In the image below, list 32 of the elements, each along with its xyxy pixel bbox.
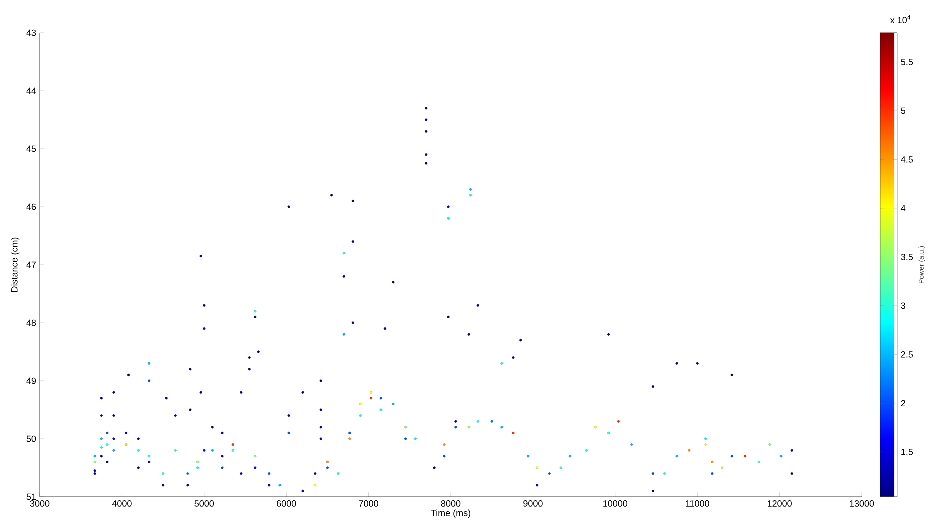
color-bar-label: 4: [901, 205, 906, 212]
x-tick-label: 10000: [604, 500, 628, 507]
y-tick-label: 49: [26, 378, 36, 384]
y-tick-label: 50: [26, 436, 36, 442]
x-tick-label: 11000: [686, 500, 710, 507]
color-bar-label: 2.5: [901, 351, 914, 358]
y-tick-label: 51: [26, 494, 36, 500]
x-tick-label: 13000: [850, 500, 874, 507]
x-tick-label: 4000: [112, 500, 132, 507]
y-tick-label: 44: [26, 88, 36, 94]
text: x 10$^{4}$: [890, 15, 911, 24]
color-bar-label: 3: [901, 302, 906, 310]
color-bar-label: 5: [901, 108, 906, 114]
x-tick-label: 5000: [194, 500, 214, 507]
color-bar-label: 3.5: [901, 254, 914, 260]
y-tick-label: 45: [26, 146, 36, 152]
y-tick-label: 43: [26, 30, 36, 36]
x-tick-label: 3000: [30, 500, 50, 507]
y-tick-label: 46: [26, 204, 36, 210]
x-axis-title: Time (ms): [431, 510, 471, 518]
x-tick-label: 12000: [768, 500, 792, 507]
x-tick-label: 8000: [441, 500, 461, 507]
x-tick-label: 6000: [277, 500, 296, 507]
color-bar-label: 2: [901, 400, 906, 407]
x-tick-label: 7000: [359, 500, 378, 507]
y-axis-title: Distance (cm): [11, 238, 20, 292]
color-bar-label: 1.5: [902, 449, 914, 456]
y-tick-label: 47: [26, 262, 36, 268]
x-tick-label: 9000: [524, 500, 543, 507]
color-bar-label: 5.5: [901, 59, 914, 66]
y-tick-label: 48: [26, 320, 36, 326]
color-bar-label: 4.5: [901, 156, 914, 163]
